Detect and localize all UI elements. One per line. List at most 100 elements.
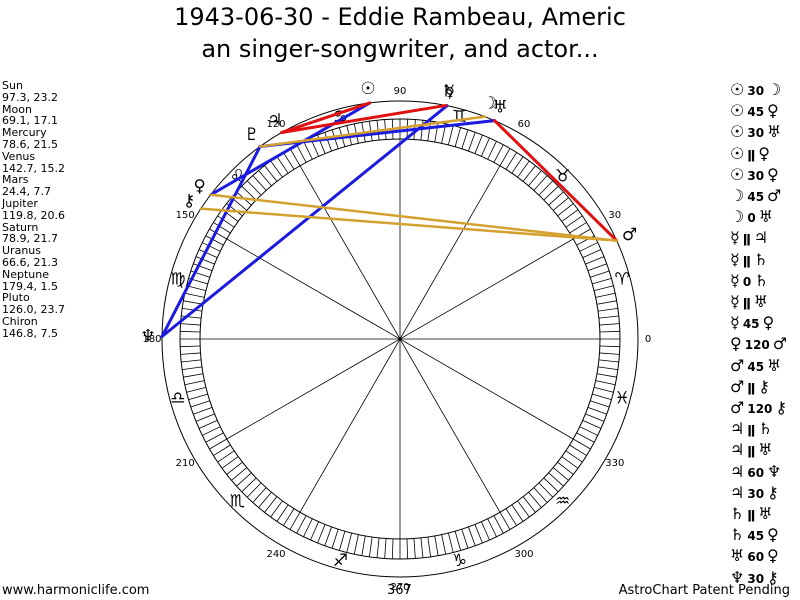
degree-tick — [376, 537, 380, 558]
degree-tick — [517, 500, 530, 518]
planet-glyph-uranus: ♅ — [492, 98, 507, 118]
aspect-row: ♆ 30 ⚷ — [730, 568, 787, 589]
degree-tick — [598, 315, 619, 319]
aspect-row: ☉ 30 ☽ — [730, 80, 787, 101]
degree-label: 120 — [266, 119, 285, 130]
degree-tick — [487, 518, 497, 537]
aspect-glyph-a: ♃ — [730, 440, 745, 460]
aspect-glyph-a: ♂ — [730, 376, 745, 396]
aspect-symbol: 30 — [747, 84, 765, 98]
zodiac-sign: ♈ — [615, 269, 630, 289]
aspect-glyph-b: ♀ — [762, 313, 775, 333]
degree-tick — [548, 472, 564, 487]
aspect-row: ♃ ǁ ♅ — [730, 440, 787, 461]
degree-tick — [592, 393, 612, 401]
degree-tick — [522, 496, 536, 513]
degree-tick — [569, 222, 587, 234]
aspect-symbol: 0 — [742, 274, 752, 289]
degree-tick — [246, 180, 262, 196]
aspect-row: ♄ ǁ ♅ — [730, 504, 787, 525]
degree-tick — [252, 487, 267, 503]
degree-tick — [231, 467, 248, 481]
degree-tick — [538, 180, 554, 196]
degree-tick — [493, 144, 504, 163]
aspect-line-red — [280, 103, 448, 134]
degree-tick — [548, 191, 564, 206]
degree-tick — [597, 307, 618, 312]
degree-tick — [576, 432, 595, 443]
aspect-line-red — [493, 119, 619, 243]
aspect-line-blue — [209, 101, 372, 197]
planet-values-sun: 97.3, 23.2 — [2, 90, 58, 104]
degree-tick — [587, 407, 607, 415]
degree-tick — [595, 380, 616, 386]
aspect-glyph-a: ♂ — [730, 398, 745, 418]
degree-tick — [180, 345, 201, 348]
aspect-glyph-a: ♆ — [730, 567, 745, 587]
degree-tick — [353, 534, 359, 555]
aspect-glyph-a: ♄ — [730, 525, 745, 545]
degree-label: 180 — [142, 334, 161, 345]
aspect-symbol: ǁ — [747, 147, 756, 162]
aspect-glyph-a: ♃ — [730, 461, 745, 481]
degree-tick — [184, 380, 205, 386]
degree-tick — [406, 538, 409, 559]
planet-values-chiron: 146.8, 7.5 — [2, 326, 58, 340]
degree-tick — [543, 185, 559, 201]
degree-tick — [552, 197, 569, 211]
planet-glyph-neptune: ♆ — [140, 326, 155, 346]
footer-website: www.harmoniclife.com — [2, 583, 150, 598]
degree-tick — [474, 134, 483, 154]
degree-label: 240 — [266, 549, 285, 560]
degree-tick — [493, 515, 504, 534]
degree-tick — [317, 524, 326, 544]
planet-values-pluto: 126.0, 23.7 — [2, 303, 65, 317]
aspect-glyph-b: ⚷ — [767, 567, 779, 587]
degree-tick — [180, 323, 201, 326]
aspect-symbol: 30 — [747, 486, 765, 501]
degree-tick — [183, 373, 204, 378]
aspect-glyph-b: ♀ — [767, 546, 779, 566]
aspect-row: ☉ ǁ ♀ — [730, 144, 787, 165]
planet-name-moon: Moon — [2, 102, 32, 116]
planet-values-neptune: 179.4, 1.5 — [2, 279, 58, 293]
degree-tick — [434, 122, 439, 143]
degree-label: 60 — [518, 119, 531, 130]
aspect-line-gold — [209, 193, 618, 242]
aspect-glyph-b: ♄ — [754, 270, 769, 290]
degree-tick — [533, 487, 548, 503]
aspect-list: ☉ 30 ☽ ☉ 45 ♀ ☉ 30 ♅ ☉ ǁ ♀ ☉ 30 ♀ ☽ 45 ♂ ☽ 0 ♅ ☿ ǁ ♃ ☿ ǁ ♄ ☿ 0 ♄ ☿ ǁ ♅ ☿ 4… — [730, 80, 787, 589]
degree-tick — [569, 444, 587, 456]
degree-tick — [461, 129, 469, 149]
degree-tick — [595, 292, 616, 298]
planet-glyph-pluto: ♇ — [244, 125, 259, 145]
degree-tick — [276, 156, 289, 174]
degree-tick — [499, 512, 511, 530]
degree-tick — [579, 242, 598, 252]
degree-tick — [528, 170, 542, 187]
degree-tick — [186, 386, 207, 393]
aspect-symbol: 45 — [747, 190, 765, 205]
aspect-glyph-b: ☽ — [767, 80, 782, 99]
planet-values-mercury: 78.6, 21.5 — [2, 137, 58, 151]
aspect-glyph-a: ☿ — [730, 270, 740, 290]
degree-tick — [461, 529, 469, 549]
degree-tick — [454, 531, 462, 551]
aspect-glyph-a: ☉ — [730, 80, 745, 99]
aspect-symbol: ǁ — [747, 444, 756, 459]
aspect-symbol: 45 — [747, 359, 765, 374]
degree-tick — [434, 535, 439, 556]
aspect-symbol: 120 — [744, 338, 770, 353]
aspect-glyph-a: ☉ — [730, 143, 745, 163]
planet-values-mars: 24.4, 7.7 — [2, 185, 51, 199]
degree-tick — [474, 524, 483, 544]
aspect-row: ♃ ǁ ♄ — [730, 419, 787, 440]
aspect-row: ☿ 0 ♄ — [730, 271, 787, 292]
degree-tick — [188, 393, 208, 401]
aspect-glyph-a: ☉ — [730, 122, 745, 142]
degree-tick — [264, 165, 278, 182]
degree-tick — [585, 256, 605, 265]
zodiac-sign: ♎ — [170, 389, 185, 409]
degree-tick — [303, 518, 313, 537]
